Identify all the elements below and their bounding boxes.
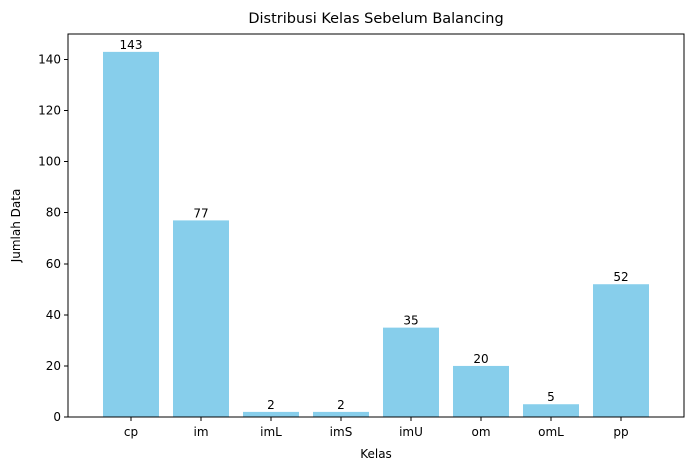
- bar-im: [173, 220, 229, 417]
- plot-frame: [67, 33, 685, 418]
- x-tick-label-imS: imS: [330, 425, 353, 439]
- y-tick-label-140: 140: [38, 53, 61, 67]
- y-tick-label-0: 0: [53, 410, 61, 424]
- y-tick-label-20: 20: [46, 359, 61, 373]
- data-label-imL: 2: [267, 398, 275, 412]
- data-label-cp: 143: [120, 38, 143, 52]
- bar-omL: [523, 404, 579, 417]
- y-tick-label-60: 60: [46, 257, 61, 271]
- x-tick-label-om: om: [471, 425, 490, 439]
- bar-imS: [313, 411, 369, 417]
- x-axis-ticks: cp im imL imS imU om omL pp: [124, 417, 629, 439]
- data-label-imS: 2: [337, 398, 345, 412]
- bars-group: [103, 51, 649, 418]
- data-label-im: 77: [193, 206, 208, 220]
- y-axis-ticks: 0 20 40 60 80 100 120 140: [38, 53, 68, 424]
- data-label-imU: 35: [403, 314, 418, 328]
- y-axis-label: Jumlah Data: [9, 189, 23, 264]
- bar-imL: [243, 411, 299, 417]
- bar-om: [453, 365, 509, 417]
- x-tick-label-imL: imL: [260, 425, 282, 439]
- x-tick-label-imU: imU: [399, 425, 423, 439]
- x-tick-label-omL: omL: [538, 425, 564, 439]
- y-tick-label-80: 80: [46, 206, 61, 220]
- bar-cp: [103, 51, 159, 418]
- x-tick-label-cp: cp: [124, 425, 138, 439]
- x-axis-label: Kelas: [360, 447, 392, 461]
- data-label-pp: 52: [613, 270, 628, 284]
- data-label-omL: 5: [547, 390, 555, 404]
- data-labels-group: 143 77 2 2 35 20 5 52: [120, 38, 629, 412]
- data-label-om: 20: [473, 352, 488, 366]
- y-tick-label-40: 40: [46, 308, 61, 322]
- y-tick-label-100: 100: [38, 155, 61, 169]
- bar-imU: [383, 327, 439, 417]
- x-tick-label-im: im: [193, 425, 208, 439]
- x-tick-label-pp: pp: [613, 425, 628, 439]
- chart-title: Distribusi Kelas Sebelum Balancing: [248, 11, 503, 27]
- y-tick-label-120: 120: [38, 104, 61, 118]
- bar-pp: [593, 284, 649, 417]
